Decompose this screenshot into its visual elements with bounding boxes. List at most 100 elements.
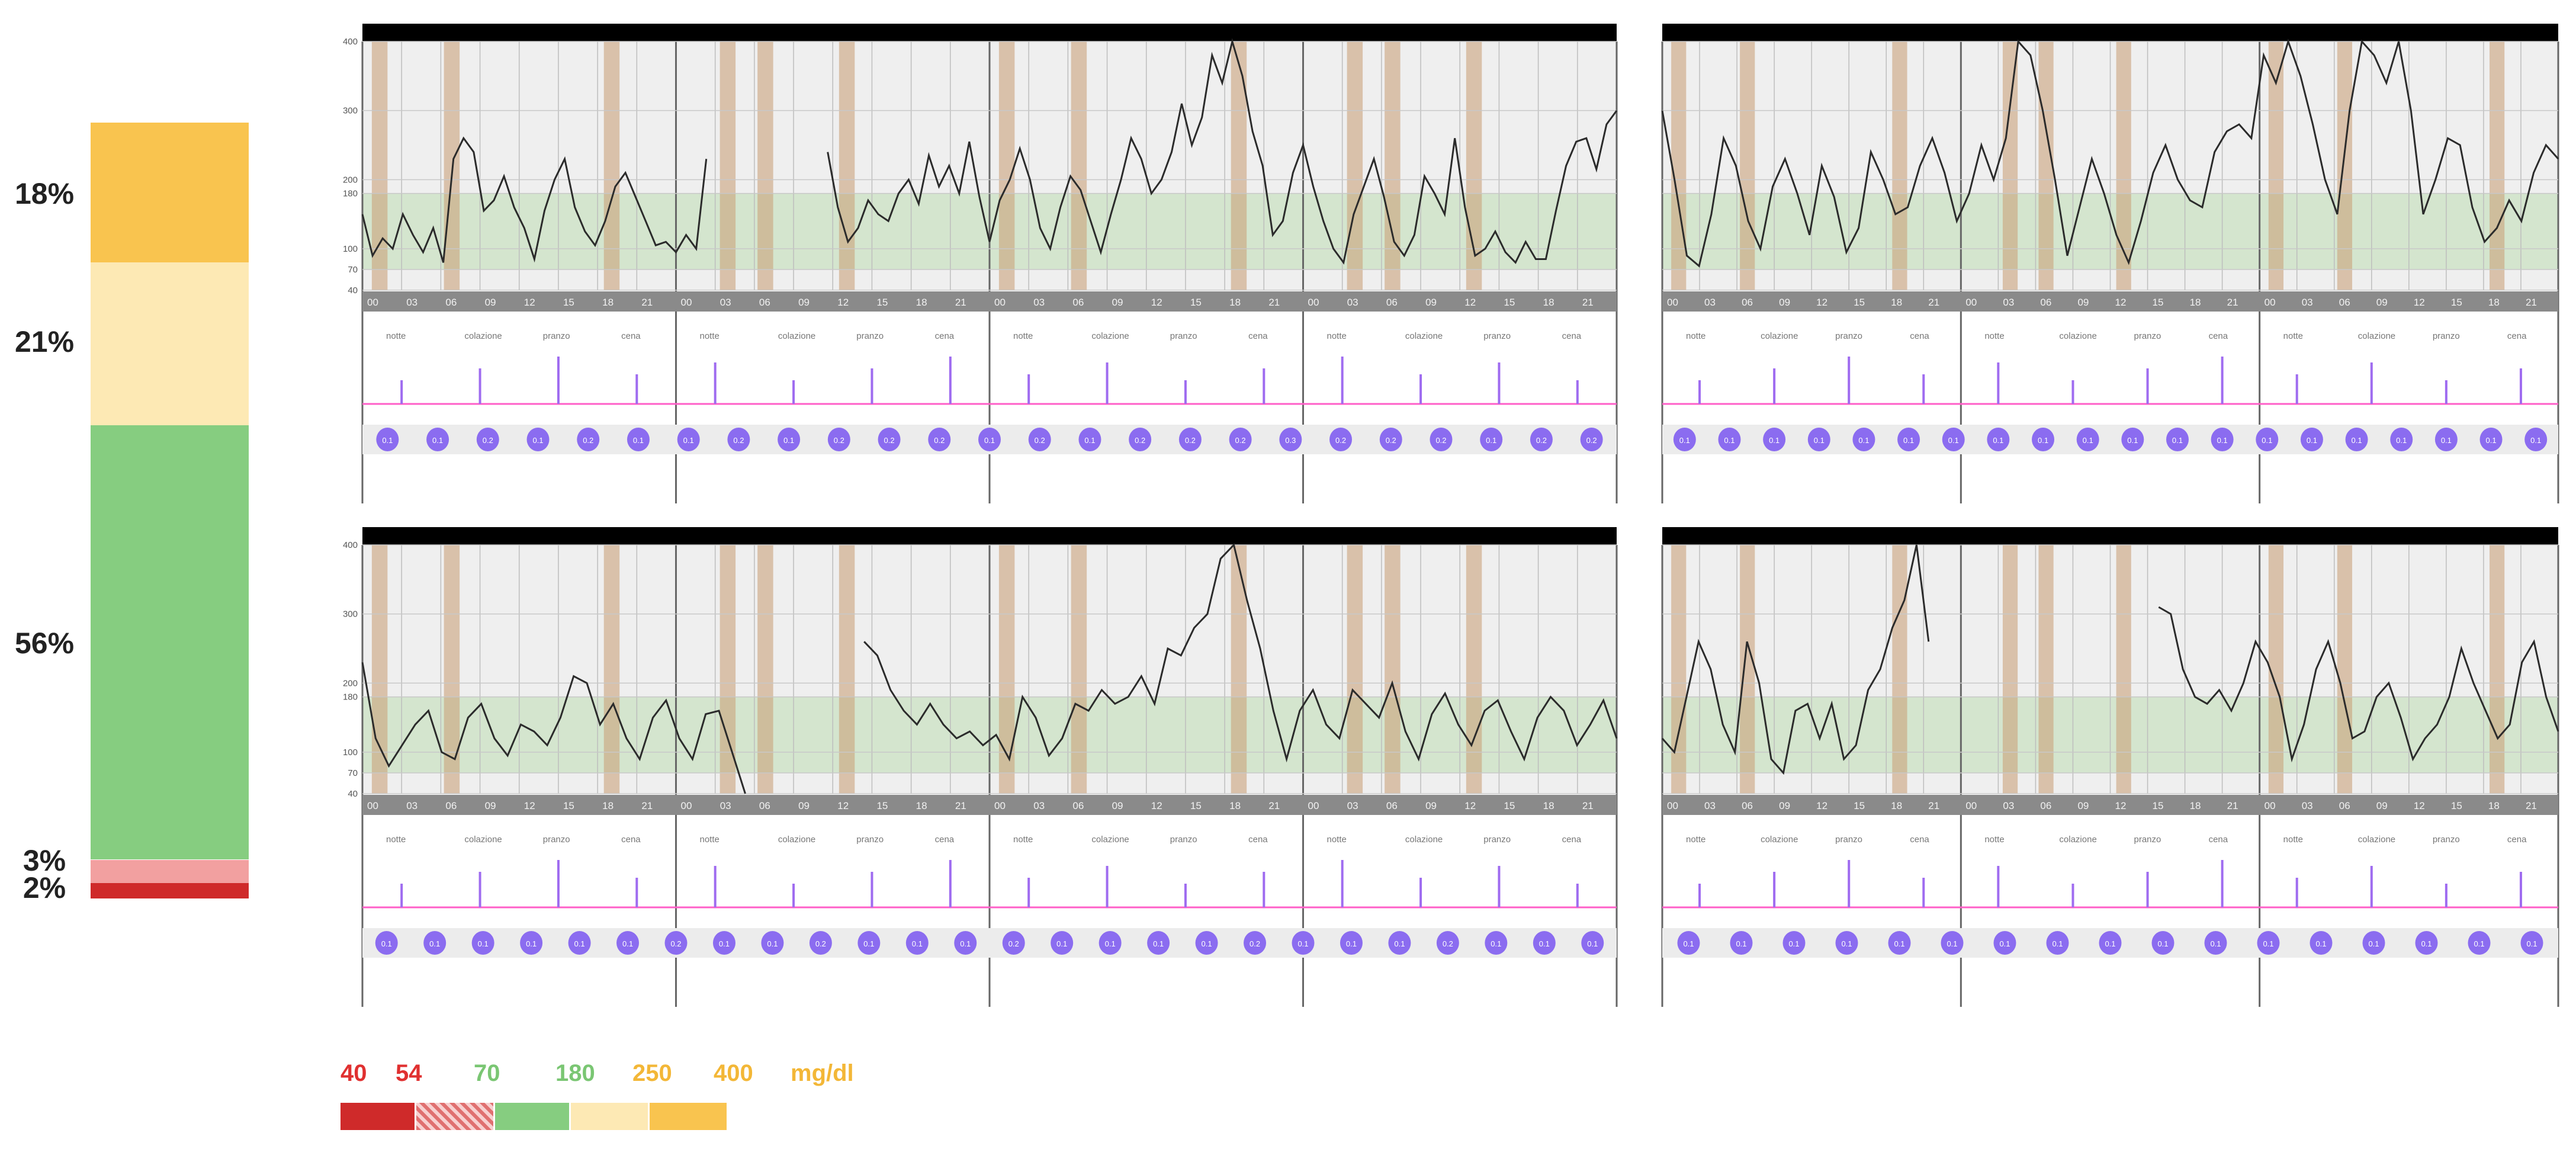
insulin-drop-label: 0.3: [1285, 436, 1296, 445]
insulin-drop-label: 0.1: [478, 939, 489, 948]
legend-swatch-low: [416, 1103, 493, 1130]
meal-marker: [720, 41, 736, 290]
insulin-drop-label: 0.1: [767, 939, 778, 948]
insulin-drop-icon: [1888, 931, 1911, 955]
insulin-drop-label: 0.1: [1084, 436, 1095, 445]
insulin-drop-icon: [2434, 428, 2458, 451]
insulin-drop-label: 0.2: [1235, 436, 1246, 445]
insulin-drop-icon: [1388, 931, 1411, 955]
meal-label: pranzo: [2433, 331, 2460, 341]
meal-marker: [1231, 41, 1247, 290]
insulin-drop-icon: [476, 428, 499, 451]
x-tick-label: 15: [1504, 297, 1515, 308]
meal-label: colazione: [1761, 835, 1798, 845]
x-tick-label: 15: [563, 800, 574, 811]
insulin-drop-label: 0.1: [1999, 939, 2010, 948]
x-tick-label: 06: [759, 297, 770, 308]
x-tick-label: 15: [2153, 297, 2164, 308]
insulin-drop-icon: [712, 931, 735, 955]
meal-label: notte: [1984, 835, 2004, 845]
x-tick-label: 03: [2003, 800, 2014, 811]
insulin-drop-icon: [1195, 931, 1218, 955]
y-tick-label: 100: [343, 244, 358, 254]
insulin-drop-icon: [809, 931, 832, 955]
x-tick-label: 06: [445, 800, 457, 811]
x-tick-label: 00: [994, 800, 1006, 811]
meal-label: pranzo: [2134, 331, 2161, 341]
insulin-drop-icon: [1673, 428, 1696, 451]
meal-marker: [1385, 41, 1401, 290]
insulin-drop-label: 0.1: [1587, 939, 1598, 948]
cgm-panel-top-right: 00 03 06 09 12 15 18 21 00 03 06 09 12 15 18 21 00 03 06 09…: [1661, 24, 2559, 503]
x-tick-label: 18: [1229, 297, 1241, 308]
x-tick-label: 00: [1667, 800, 1678, 811]
meal-label: notte: [700, 835, 720, 845]
meal-marker: [2002, 41, 2018, 290]
x-tick-label: 21: [1928, 297, 1939, 308]
x-tick-label: 09: [1425, 297, 1437, 308]
insulin-drop-icon: [1942, 428, 1965, 451]
insulin-drop-icon: [1178, 428, 1202, 451]
insulin-drop-label: 0.1: [622, 939, 633, 948]
meal-label: cena: [1562, 331, 1582, 341]
insulin-drop-label: 0.1: [2441, 436, 2452, 445]
time-axis-strip: [1662, 291, 2558, 312]
meal-label: pranzo: [543, 331, 570, 341]
legend-tick-400: 400: [714, 1060, 753, 1086]
meal-label: pranzo: [1170, 835, 1197, 845]
insulin-drop-label: 0.1: [1993, 436, 2003, 445]
insulin-drop-icon: [426, 428, 449, 451]
x-tick-label: 06: [1386, 800, 1398, 811]
meal-label: colazione: [2358, 331, 2395, 341]
meal-label: cena: [2507, 835, 2527, 845]
x-tick-label: 18: [1891, 297, 1902, 308]
insulin-drop-label: 0.1: [633, 436, 644, 445]
x-tick-label: 03: [720, 800, 731, 811]
insulin-drop-icon: [1718, 428, 1741, 451]
insulin-drop-label: 0.2: [1443, 939, 1453, 948]
insulin-drop-label: 0.1: [1947, 939, 1957, 948]
meal-marker: [1892, 41, 1907, 290]
insulin-drop-label: 0.1: [863, 939, 874, 948]
insulin-drop-icon: [1897, 428, 1920, 451]
insulin-drop-label: 0.1: [2217, 436, 2228, 445]
insulin-drop-label: 0.2: [1435, 436, 1446, 445]
x-tick-label: 21: [955, 800, 966, 811]
insulin-drop-icon: [1028, 428, 1051, 451]
x-tick-label: 18: [1543, 297, 1554, 308]
x-tick-label: 12: [524, 297, 535, 308]
tir-label-very-low: 2%: [23, 871, 66, 904]
panel-header-bar: [1662, 527, 2558, 545]
insulin-drop-icon: [2211, 428, 2234, 451]
legend-swatch-high: [571, 1103, 648, 1130]
y-tick-label: 200: [343, 175, 358, 185]
meal-label: pranzo: [1483, 331, 1511, 341]
glucose-trace: [361, 136, 708, 263]
insulin-drop-icon: [423, 931, 447, 955]
insulin-drop-label: 0.1: [2263, 939, 2273, 948]
x-tick-label: 18: [2190, 800, 2201, 811]
insulin-drop-icon: [1782, 931, 1806, 955]
insulin-drop-icon: [677, 428, 700, 451]
insulin-drop-icon: [1941, 931, 1964, 955]
y-tick-label: 180: [343, 189, 358, 199]
x-tick-label: 21: [641, 297, 653, 308]
x-tick-label: 09: [1112, 800, 1123, 811]
meal-marker: [603, 41, 620, 290]
insulin-drop-label: 0.2: [1135, 436, 1145, 445]
insulin-drop-icon: [1835, 931, 1858, 955]
tir-segment-very-low: [91, 882, 249, 898]
x-tick-label: 12: [2414, 297, 2425, 308]
insulin-drop-icon: [1852, 428, 1875, 451]
x-tick-label: 18: [2488, 800, 2500, 811]
insulin-drop-label: 0.2: [583, 436, 593, 445]
insulin-drop-label: 0.1: [2368, 939, 2379, 948]
meal-label: pranzo: [1483, 835, 1511, 845]
insulin-drop-label: 0.1: [984, 436, 995, 445]
insulin-drop-icon: [1147, 931, 1170, 955]
x-tick-label: 09: [485, 297, 496, 308]
meal-marker: [1231, 545, 1247, 794]
x-tick-label: 06: [2040, 800, 2051, 811]
meal-label: cena: [1910, 331, 1929, 341]
insulin-drop-label: 0.1: [1679, 436, 1690, 445]
